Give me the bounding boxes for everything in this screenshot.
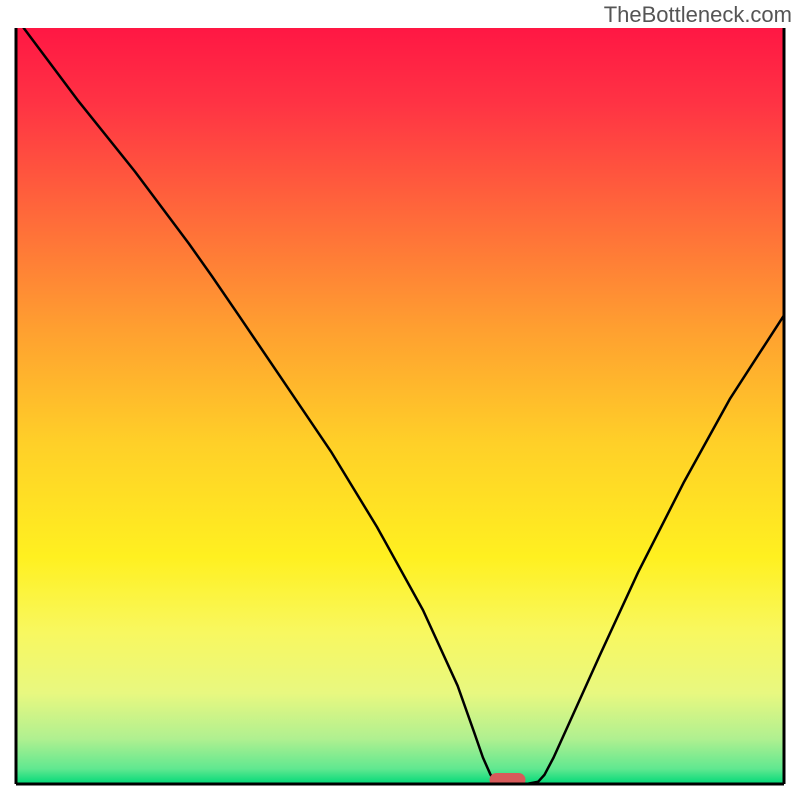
chart-svg	[0, 0, 800, 800]
watermark-text: TheBottleneck.com	[604, 2, 792, 28]
bottleneck-chart	[0, 0, 800, 800]
gradient-background	[16, 28, 784, 784]
